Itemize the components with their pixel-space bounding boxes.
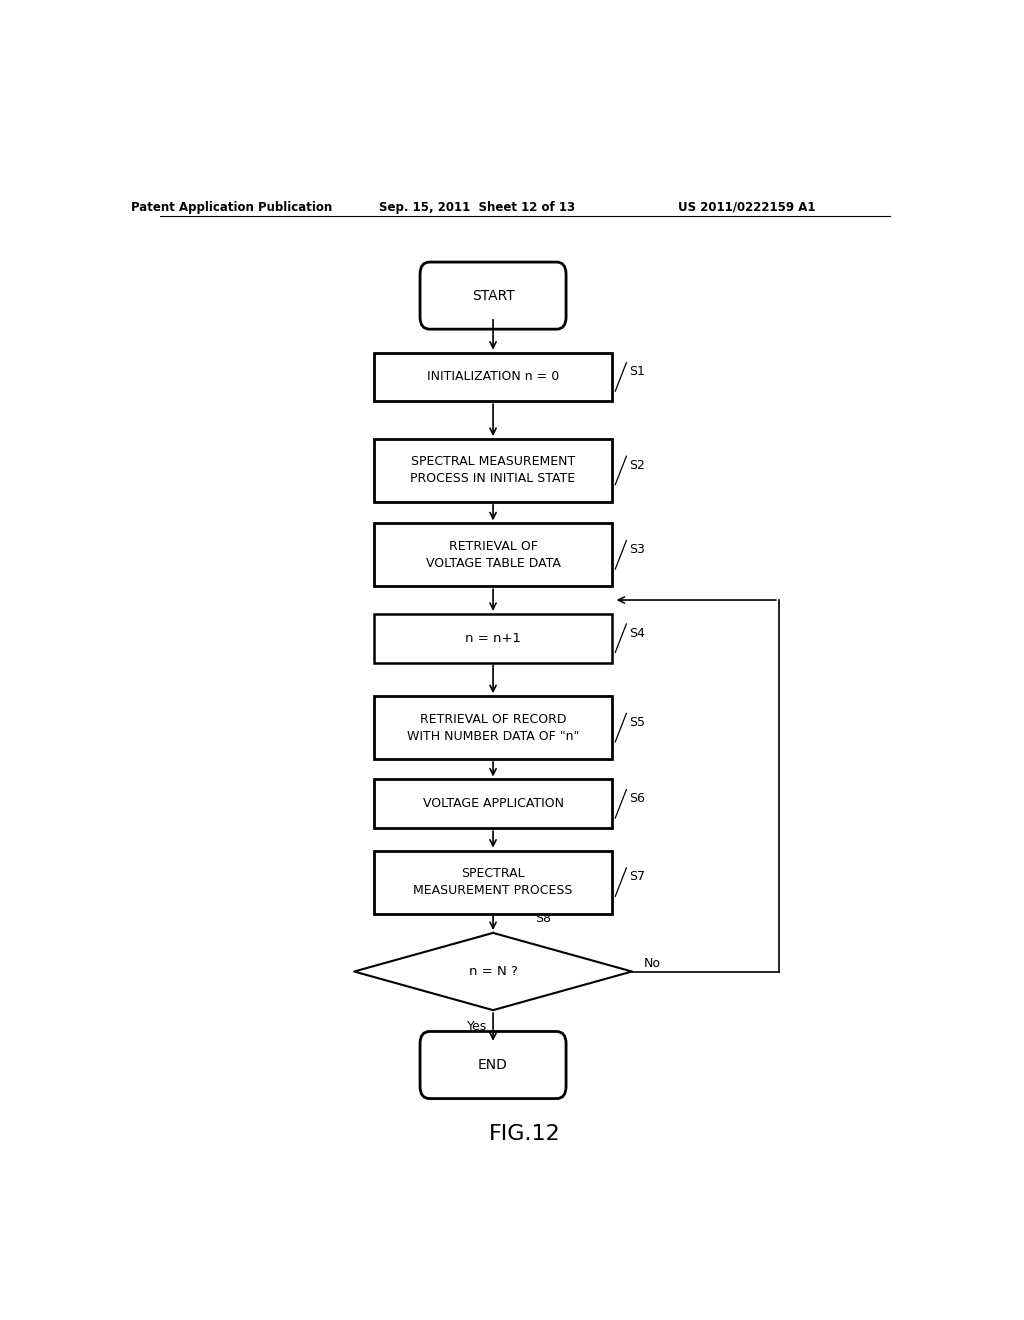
- Text: n = n+1: n = n+1: [465, 632, 521, 644]
- Text: S6: S6: [629, 792, 645, 805]
- Text: Yes: Yes: [467, 1020, 487, 1034]
- Bar: [374, 352, 612, 401]
- Text: S7: S7: [629, 870, 645, 883]
- Text: VOLTAGE APPLICATION: VOLTAGE APPLICATION: [423, 797, 563, 810]
- Text: n = N ?: n = N ?: [469, 965, 517, 978]
- Text: RETRIEVAL OF RECORD
WITH NUMBER DATA OF "n": RETRIEVAL OF RECORD WITH NUMBER DATA OF …: [407, 713, 580, 743]
- Text: S5: S5: [629, 715, 645, 729]
- FancyBboxPatch shape: [420, 1031, 566, 1098]
- Bar: [374, 614, 612, 663]
- Text: SPECTRAL MEASUREMENT
PROCESS IN INITIAL STATE: SPECTRAL MEASUREMENT PROCESS IN INITIAL …: [411, 455, 575, 486]
- Text: S3: S3: [629, 544, 645, 556]
- Bar: [374, 440, 612, 502]
- Text: Sep. 15, 2011  Sheet 12 of 13: Sep. 15, 2011 Sheet 12 of 13: [379, 201, 575, 214]
- Text: S8: S8: [535, 912, 551, 925]
- FancyBboxPatch shape: [420, 263, 566, 329]
- Text: FIG.12: FIG.12: [488, 1125, 561, 1144]
- Text: US 2011/0222159 A1: US 2011/0222159 A1: [678, 201, 816, 214]
- Bar: [374, 696, 612, 759]
- Text: S1: S1: [629, 366, 645, 379]
- Text: No: No: [644, 957, 660, 970]
- Text: END: END: [478, 1059, 508, 1072]
- Text: INITIALIZATION n = 0: INITIALIZATION n = 0: [427, 371, 559, 383]
- Bar: [374, 779, 612, 828]
- Text: START: START: [472, 289, 514, 302]
- Text: Patent Application Publication: Patent Application Publication: [130, 201, 332, 214]
- Polygon shape: [354, 933, 632, 1010]
- Bar: [374, 523, 612, 586]
- Text: S4: S4: [629, 627, 645, 640]
- Text: SPECTRAL
MEASUREMENT PROCESS: SPECTRAL MEASUREMENT PROCESS: [414, 867, 572, 898]
- Bar: [374, 850, 612, 913]
- Text: RETRIEVAL OF
VOLTAGE TABLE DATA: RETRIEVAL OF VOLTAGE TABLE DATA: [426, 540, 560, 570]
- Text: S2: S2: [629, 459, 645, 471]
